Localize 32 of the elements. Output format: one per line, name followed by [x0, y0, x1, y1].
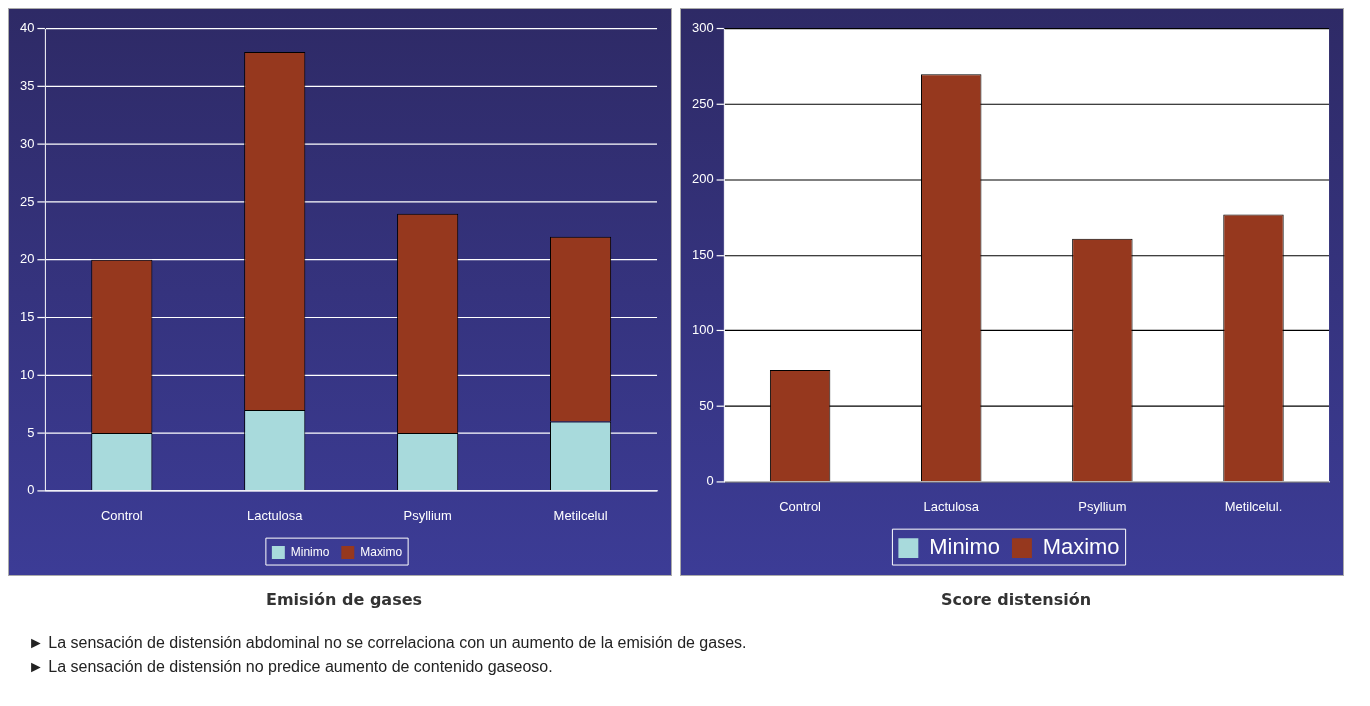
x-tick-label: Control: [779, 499, 822, 514]
y-tick-label: 0: [27, 482, 35, 498]
legend-label: Maximo: [1042, 534, 1120, 560]
legend-label: Minimo: [929, 534, 1000, 560]
x-tick-label: Lactulosa: [247, 507, 304, 523]
x-tick-label: Control: [100, 507, 143, 523]
y-tick-label: 150: [691, 246, 714, 262]
y-tick-label: 35: [19, 78, 35, 94]
text: ► La sensación de distensión no predice aumento de contenido gaseoso.: [28, 657, 554, 677]
y-tick-label: 50: [699, 397, 714, 413]
y-tick-label: 25: [19, 193, 35, 209]
y-tick-label: 200: [691, 171, 714, 187]
x-tick-label: Psyllium: [1078, 499, 1127, 514]
legend-label: Maximo: [360, 544, 403, 559]
y-tick-label: 30: [19, 135, 35, 151]
x-tick-label: Lactulosa: [923, 499, 980, 514]
y-tick-label: 10: [19, 366, 35, 382]
y-tick-label: 300: [691, 20, 714, 36]
y-tick-label: 100: [691, 322, 714, 338]
x-tick-label: Metilcelul.: [1224, 499, 1283, 514]
text: Emisión de gases: [264, 590, 424, 609]
text: Score distensión: [939, 590, 1093, 609]
text: ► La sensación de distensión abdominal no se correlaciona con un aumento de la emisión de gases.: [28, 633, 748, 653]
x-tick-label: Psyllium: [403, 507, 452, 523]
y-tick-label: 40: [19, 20, 35, 36]
y-tick-label: 0: [706, 473, 714, 489]
y-tick-label: 20: [19, 251, 35, 267]
y-tick-label: 5: [27, 424, 35, 440]
y-tick-label: 250: [691, 95, 714, 111]
y-tick-label: 15: [19, 309, 35, 325]
x-tick-label: Metilcelul: [553, 507, 608, 523]
legend-label: Minimo: [290, 544, 330, 559]
